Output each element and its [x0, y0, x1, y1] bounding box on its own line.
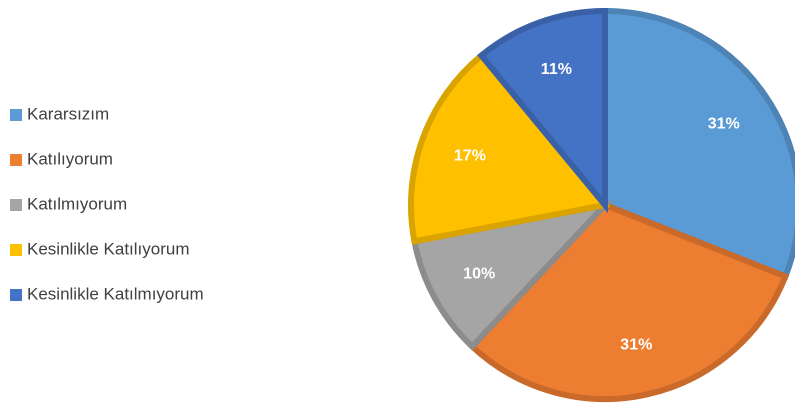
legend-swatch: [10, 289, 22, 301]
pie-slice: [408, 51, 611, 245]
pie-slice: [602, 7, 795, 281]
pie-slice: [410, 200, 614, 351]
data-label: 31%: [620, 336, 652, 353]
legend-label: Katılıyorum: [27, 149, 113, 168]
legend-label: Kesinlikle Katılmıyorum: [27, 284, 204, 303]
legend-swatch: [10, 244, 22, 256]
legend-swatch: [10, 199, 22, 211]
data-label: 31%: [708, 116, 740, 133]
legend-swatch: [10, 154, 22, 166]
legend-label: Kararsızım: [27, 104, 109, 123]
pie-slice: [477, 7, 608, 214]
data-label: 17%: [454, 148, 486, 165]
legend-label: Katılmıyorum: [27, 194, 127, 213]
legend-swatch: [10, 109, 22, 121]
legend-label: Kesinlikle Katılıyorum: [27, 239, 190, 258]
data-label: 10%: [463, 265, 495, 282]
pie-slice: [467, 201, 790, 402]
data-label: 11%: [541, 61, 572, 78]
